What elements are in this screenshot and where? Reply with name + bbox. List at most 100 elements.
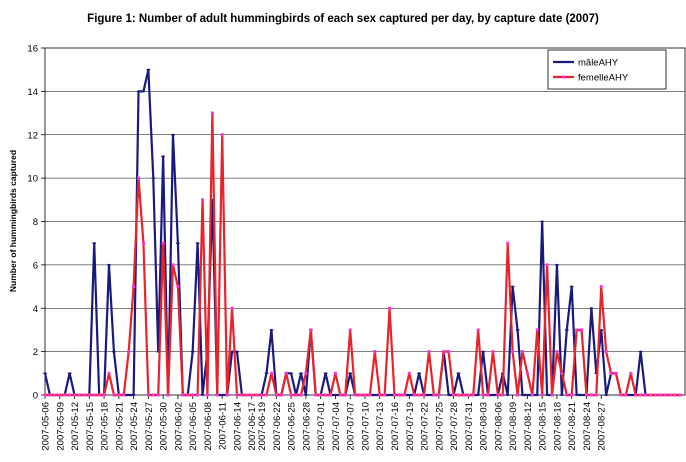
data-point xyxy=(132,285,136,289)
data-point xyxy=(506,241,510,245)
data-point xyxy=(555,350,559,354)
y-tick-label: 12 xyxy=(27,130,38,141)
data-point xyxy=(210,111,214,115)
x-tick-label: 2007-07-10 xyxy=(360,402,371,451)
data-point xyxy=(333,371,337,375)
data-point xyxy=(511,350,515,354)
x-tick-label: 2007-08-24 xyxy=(582,402,593,451)
data-point xyxy=(329,393,333,397)
data-point xyxy=(619,393,623,397)
data-point xyxy=(156,393,160,397)
data-point xyxy=(274,393,278,397)
x-tick-label: 2007-07-31 xyxy=(464,402,475,451)
data-point xyxy=(383,393,387,397)
data-point xyxy=(629,371,633,375)
data-point xyxy=(397,393,401,397)
data-point xyxy=(112,393,116,397)
data-point xyxy=(668,393,672,397)
data-point xyxy=(412,393,416,397)
legend-marker xyxy=(562,75,565,79)
data-point xyxy=(653,393,657,397)
data-point xyxy=(614,371,618,375)
series-line xyxy=(45,111,680,397)
data-point xyxy=(373,350,377,354)
data-point xyxy=(471,393,475,397)
data-point xyxy=(496,393,500,397)
data-point xyxy=(87,393,91,397)
x-tick-label: 2007-08-12 xyxy=(523,402,534,451)
x-tick-label: 2007-07-19 xyxy=(405,402,416,451)
y-axis-ticks: 0 2 4 6 8 10 12 14 16 xyxy=(27,44,45,402)
x-tick-label: 2007-05-27 xyxy=(144,402,155,451)
data-point xyxy=(122,393,126,397)
data-point xyxy=(540,393,544,397)
data-point xyxy=(279,393,283,397)
x-tick-label: 2007-07-28 xyxy=(449,402,460,451)
data-point xyxy=(245,393,249,397)
data-point xyxy=(43,393,47,397)
data-point xyxy=(452,393,456,397)
data-point xyxy=(594,393,598,397)
data-point xyxy=(407,371,411,375)
x-tick-label: 2007-07-13 xyxy=(375,402,386,451)
data-point xyxy=(294,393,298,397)
x-tick-label: 2007-07-25 xyxy=(434,402,445,451)
data-point xyxy=(269,371,273,375)
data-point xyxy=(673,393,677,397)
data-point xyxy=(324,393,328,397)
data-point xyxy=(220,133,224,137)
data-point xyxy=(265,393,269,397)
data-point xyxy=(481,393,485,397)
data-point xyxy=(486,393,490,397)
x-tick-label: 2007-06-19 xyxy=(257,402,268,451)
data-point xyxy=(580,328,584,332)
legend-label: mâleAHY xyxy=(578,58,619,69)
data-point xyxy=(304,371,308,375)
data-point xyxy=(570,393,574,397)
data-point xyxy=(235,393,239,397)
data-point xyxy=(358,393,362,397)
data-point xyxy=(151,393,155,397)
x-tick-label: 2007-06-14 xyxy=(232,402,243,451)
data-point xyxy=(289,393,293,397)
data-point xyxy=(284,371,288,375)
data-point xyxy=(476,328,480,332)
x-tick-label: 2007-06-28 xyxy=(301,402,312,451)
x-tick-label: 2007-07-07 xyxy=(346,402,357,451)
data-point xyxy=(648,393,652,397)
data-point xyxy=(314,393,318,397)
data-point xyxy=(378,393,382,397)
x-tick-label: 2007-07-04 xyxy=(331,402,342,451)
data-point xyxy=(525,371,529,375)
data-point xyxy=(639,393,643,397)
data-point xyxy=(171,263,175,267)
data-point xyxy=(97,393,101,397)
x-tick-label: 2007-05-21 xyxy=(114,402,125,451)
data-point xyxy=(447,350,451,354)
chart-title: Figure 1: Number of adult hummingbirds o… xyxy=(87,13,599,25)
data-point xyxy=(146,393,150,397)
data-point xyxy=(634,393,638,397)
data-point xyxy=(196,393,200,397)
data-point xyxy=(560,371,564,375)
data-point xyxy=(644,393,648,397)
x-tick-label: 2007-05-18 xyxy=(100,402,111,451)
data-point xyxy=(215,393,219,397)
x-tick-label: 2007-06-11 xyxy=(218,402,229,450)
data-point xyxy=(230,306,234,310)
x-tick-label: 2007-05-30 xyxy=(159,402,170,451)
x-tick-label: 2007-05-09 xyxy=(55,402,66,451)
x-tick-label: 2007-08-03 xyxy=(479,402,490,451)
data-point xyxy=(624,393,628,397)
x-tick-label: 2007-06-17 xyxy=(247,402,258,451)
x-tick-label: 2007-05-24 xyxy=(129,402,140,451)
x-tick-label: 2007-06-25 xyxy=(287,402,298,451)
data-point xyxy=(456,393,460,397)
data-point xyxy=(309,328,313,332)
data-point xyxy=(58,393,62,397)
x-tick-label: 2007-06-22 xyxy=(272,402,283,451)
data-point xyxy=(520,350,524,354)
data-point xyxy=(402,393,406,397)
legend: mâleAHY femelleAHY xyxy=(547,49,667,90)
data-point xyxy=(466,393,470,397)
